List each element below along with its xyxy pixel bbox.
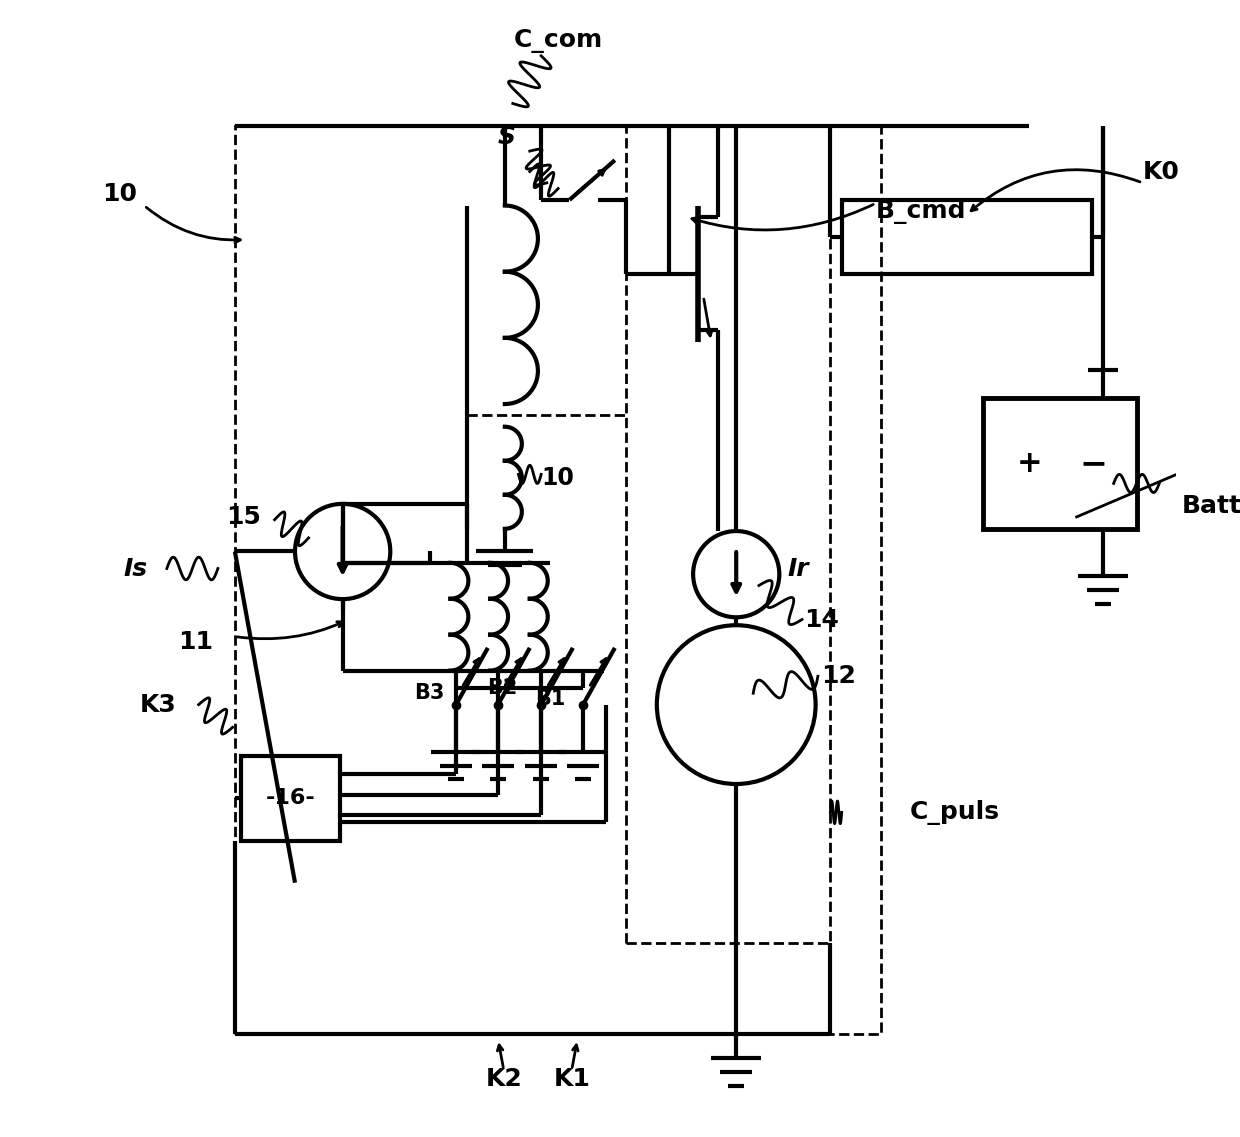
Text: B1: B1 (536, 689, 565, 709)
Text: K1: K1 (553, 1067, 590, 1090)
Text: K3: K3 (139, 692, 176, 716)
Text: S: S (498, 125, 516, 149)
Text: -16-: -16- (265, 788, 315, 808)
Text: Is: Is (123, 556, 148, 581)
Text: C_puls: C_puls (910, 799, 999, 824)
Text: 15: 15 (227, 506, 262, 530)
Bar (842, 200, 1091, 274)
Text: K0: K0 (1142, 159, 1179, 183)
Text: B_cmd: B_cmd (875, 199, 966, 224)
Bar (241, 756, 340, 840)
Text: 10: 10 (102, 182, 136, 206)
Text: 11: 11 (177, 630, 213, 654)
Text: Batt: Batt (1182, 495, 1240, 518)
Text: B3: B3 (414, 683, 445, 704)
Text: 12: 12 (821, 664, 856, 688)
Text: −: − (1080, 447, 1107, 480)
Text: K2: K2 (485, 1067, 522, 1090)
Text: 10: 10 (542, 466, 574, 490)
Bar (234, 126, 882, 1034)
Text: B2: B2 (486, 678, 517, 698)
Bar (983, 398, 1137, 529)
Bar (626, 126, 831, 943)
Text: 14: 14 (804, 607, 838, 631)
Text: Ir: Ir (787, 556, 810, 581)
Text: +: + (1017, 449, 1043, 478)
Text: C_com: C_com (513, 30, 603, 53)
